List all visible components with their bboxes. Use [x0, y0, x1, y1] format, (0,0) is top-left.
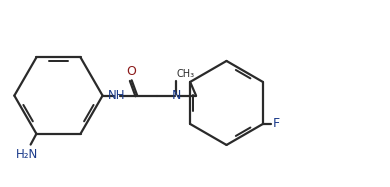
Text: H₂N: H₂N: [16, 148, 39, 161]
Text: F: F: [273, 117, 280, 131]
Text: O: O: [126, 65, 136, 78]
Text: NH: NH: [108, 89, 126, 102]
Text: N: N: [172, 89, 181, 102]
Text: CH₃: CH₃: [177, 69, 195, 79]
